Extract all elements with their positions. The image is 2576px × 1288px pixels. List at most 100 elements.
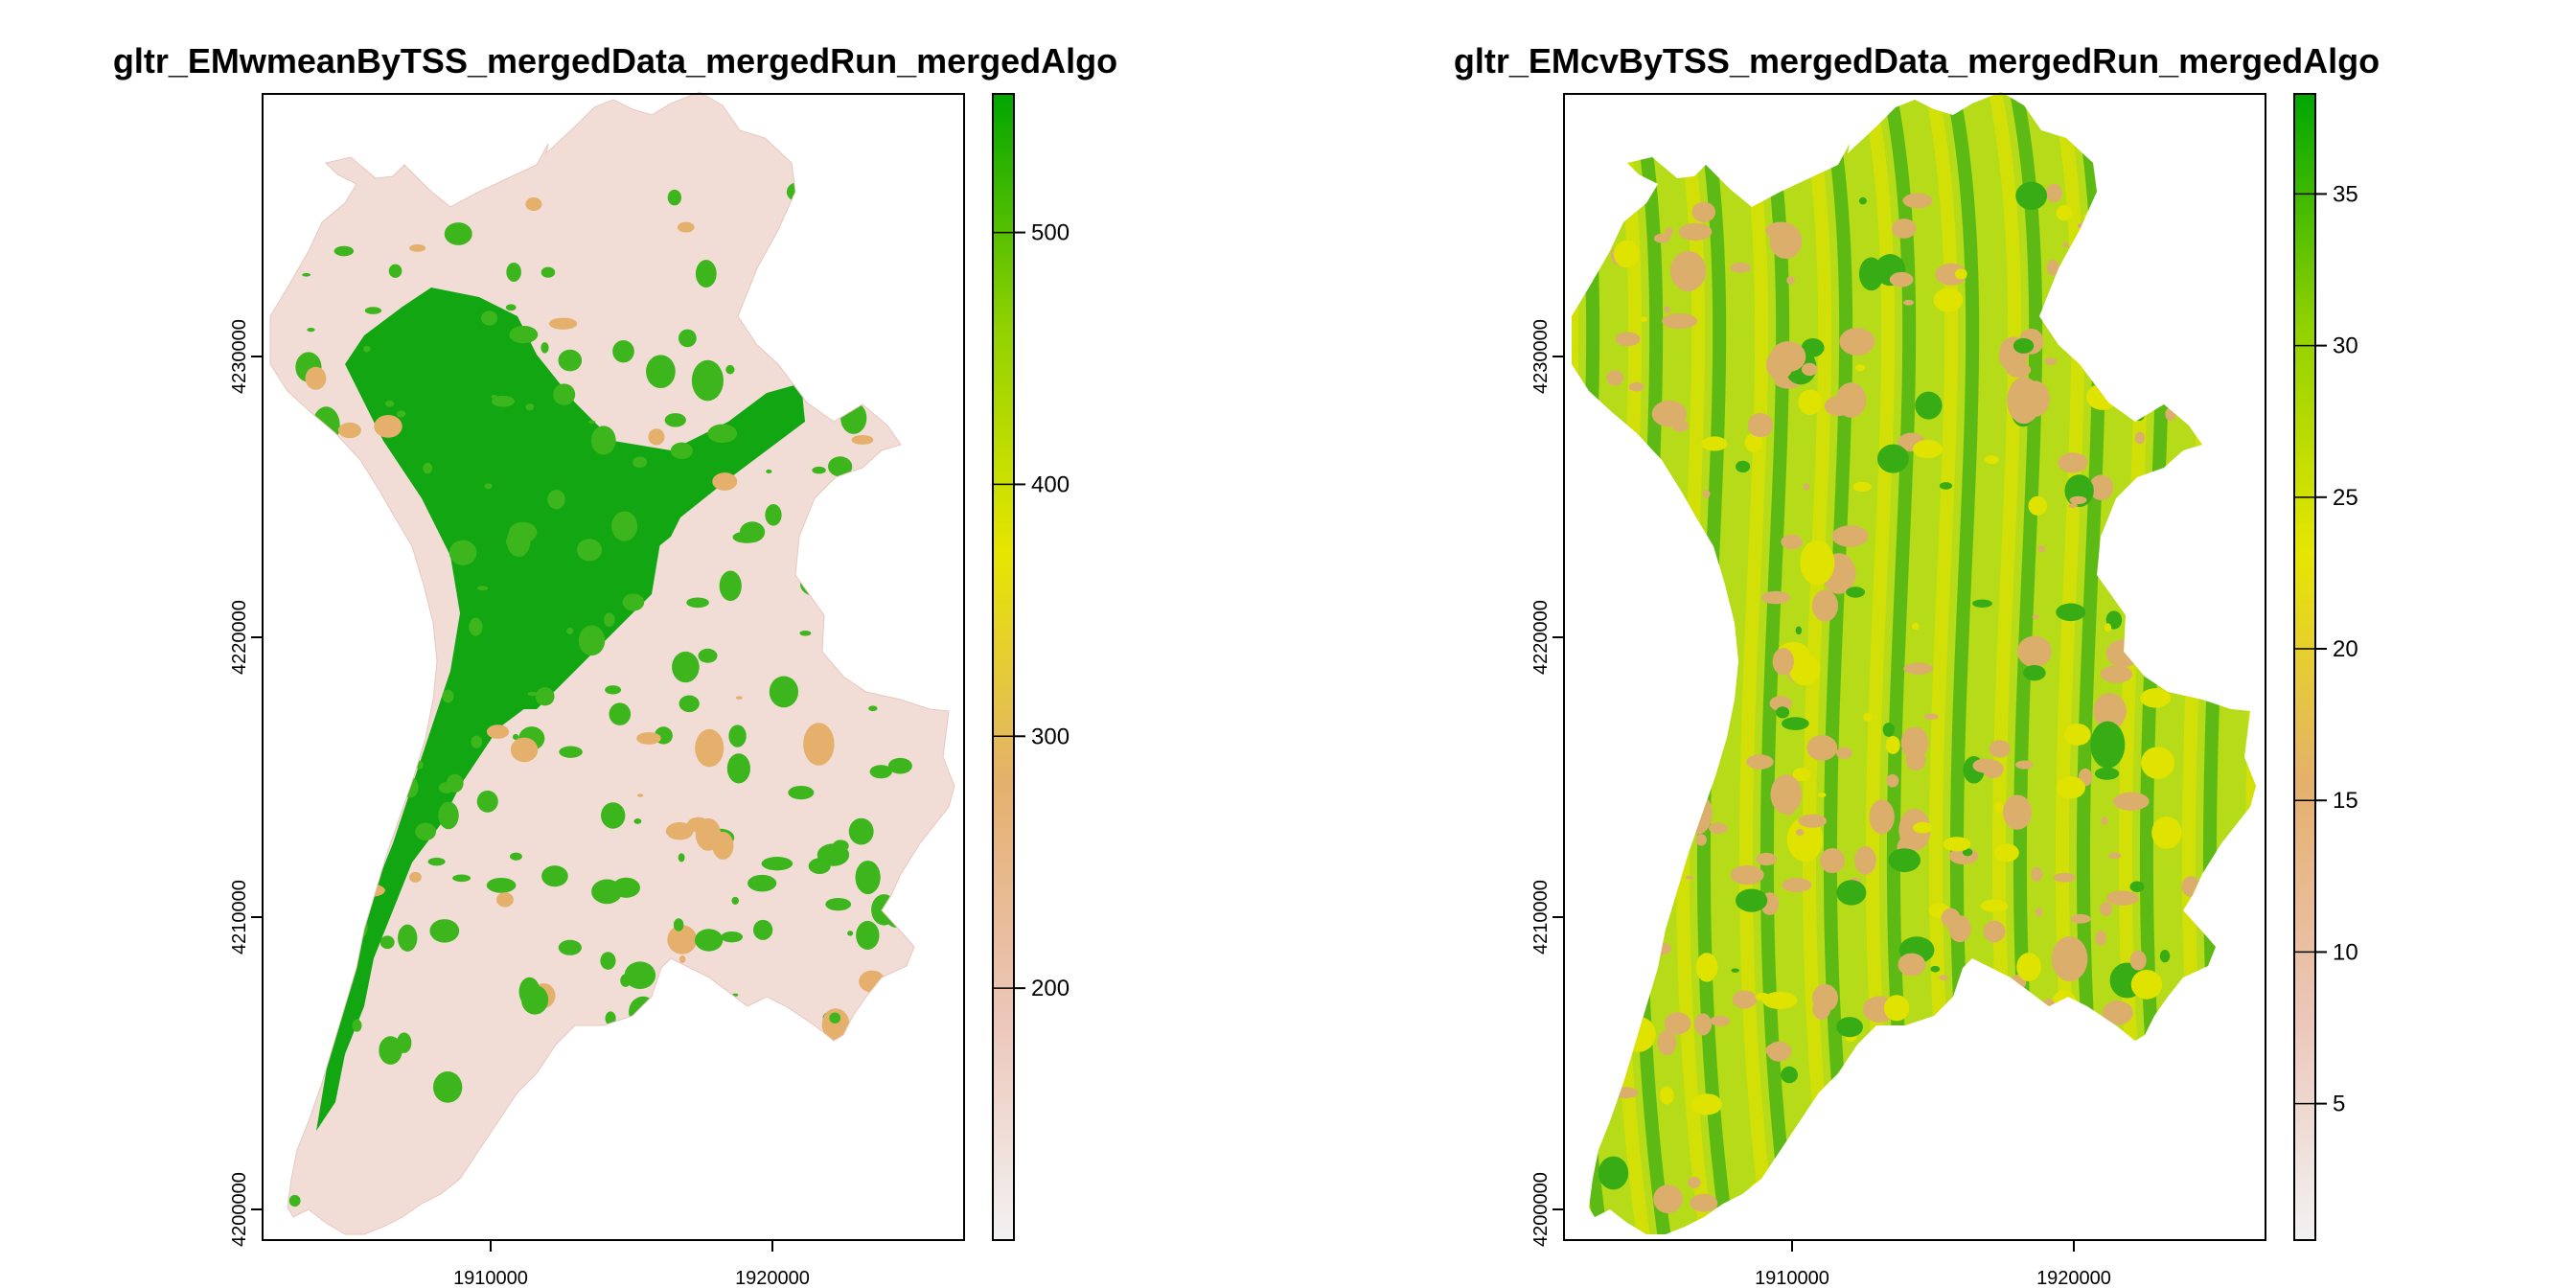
land-patch [686, 597, 709, 609]
legend-tick-label: 10 [2333, 939, 2358, 965]
land-patch [301, 415, 321, 438]
land-patch [1746, 754, 1774, 770]
land-patch [2159, 950, 2171, 963]
land-patch [2188, 395, 2212, 404]
land-patch [884, 1160, 891, 1163]
land-patch [1664, 306, 1671, 313]
y-tick-label: 4220000 [229, 600, 250, 675]
land-patch [1765, 221, 1797, 240]
land-patch [333, 608, 364, 641]
land-patch [1660, 718, 1686, 731]
land-patch [604, 612, 615, 628]
land-patch [578, 625, 606, 656]
land-patch [1935, 263, 1967, 286]
land-patch [388, 264, 402, 278]
land-patch [1606, 370, 1624, 386]
land-patch [278, 796, 310, 816]
land-patch [624, 961, 656, 990]
land-patch [2097, 1110, 2112, 1119]
land-patch [2102, 1000, 2133, 1025]
land-patch [605, 685, 622, 695]
land-patch [1656, 650, 1684, 675]
land-patch [884, 283, 911, 305]
land-patch [2165, 407, 2176, 422]
land-patch [295, 663, 317, 675]
terrain-band [2354, 92, 2382, 1246]
land-patch [2151, 816, 2182, 849]
land-patch [2130, 969, 2163, 1000]
land-patch [1736, 460, 1751, 473]
land-patch [2069, 495, 2087, 505]
land-patch [2129, 881, 2145, 892]
land-patch [1653, 233, 1670, 243]
land-patch [623, 1090, 632, 1096]
land-patch [1623, 804, 1638, 821]
land-patch [817, 378, 843, 392]
land-patch [741, 1153, 769, 1171]
land-patch [1882, 723, 1895, 737]
land-patch [2053, 872, 2076, 883]
land-patch [1876, 444, 1909, 473]
terrain-band [1778, 92, 1820, 1234]
terrain-band [2375, 92, 2404, 1246]
land-patch [537, 1151, 565, 1189]
urban-core [316, 288, 805, 1131]
land-patch [352, 1019, 362, 1032]
land-patch [2054, 1049, 2071, 1063]
land-patch [1776, 706, 1790, 719]
land-patch [1605, 811, 1630, 836]
land-patch [1893, 1158, 1906, 1169]
land-patch [1831, 525, 1869, 547]
land-patch [525, 403, 535, 411]
land-patch [1871, 1146, 1902, 1162]
land-patch [1669, 724, 1687, 739]
land-patch [292, 953, 315, 978]
land-patch [611, 877, 640, 898]
land-patch [1885, 736, 1900, 754]
land-patch [2196, 898, 2224, 914]
land-patch [1806, 735, 1838, 761]
raster-background [270, 92, 954, 1234]
land-patch [1693, 1013, 1713, 1036]
land-patch [816, 1182, 848, 1219]
land-patch [1954, 268, 1967, 280]
land-patch [2027, 1103, 2043, 1116]
land-patch [765, 504, 782, 526]
land-patch [611, 511, 638, 541]
legend-tick-label: 15 [2333, 788, 2358, 814]
land-patch [1690, 1193, 1718, 1212]
land-patch [609, 702, 632, 725]
land-patch [1933, 288, 1964, 312]
land-patch [2092, 1184, 2102, 1191]
land-patch [846, 1140, 865, 1163]
land-patch [2127, 327, 2156, 348]
land-patch [1912, 439, 1943, 459]
land-patch [2095, 930, 2106, 946]
land-patch [540, 342, 549, 354]
land-patch [1709, 822, 1728, 834]
land-patch [1695, 834, 1707, 846]
land-patch [797, 236, 816, 254]
y-tick-label: 4230000 [229, 319, 250, 394]
land-patch [707, 424, 738, 444]
land-patch [2161, 324, 2178, 332]
land-patch [709, 826, 721, 840]
land-patch [816, 1092, 842, 1116]
land-patch [1798, 814, 1828, 828]
land-patch [2040, 999, 2057, 1021]
land-patch [587, 1198, 596, 1205]
land-patch [887, 757, 912, 774]
land-patch [1854, 846, 1876, 875]
land-patch [1983, 920, 2006, 943]
land-patch [1903, 299, 1915, 306]
land-patch [855, 860, 881, 895]
land-patch [662, 1121, 691, 1158]
land-patch [2108, 1113, 2115, 1121]
land-patch [2101, 816, 2108, 825]
land-patch [1985, 454, 1999, 465]
legend-tick-label: 30 [2333, 334, 2358, 359]
land-patch [728, 724, 747, 748]
land-patch [770, 1158, 778, 1163]
land-patch [786, 181, 813, 202]
land-patch [280, 1122, 295, 1132]
